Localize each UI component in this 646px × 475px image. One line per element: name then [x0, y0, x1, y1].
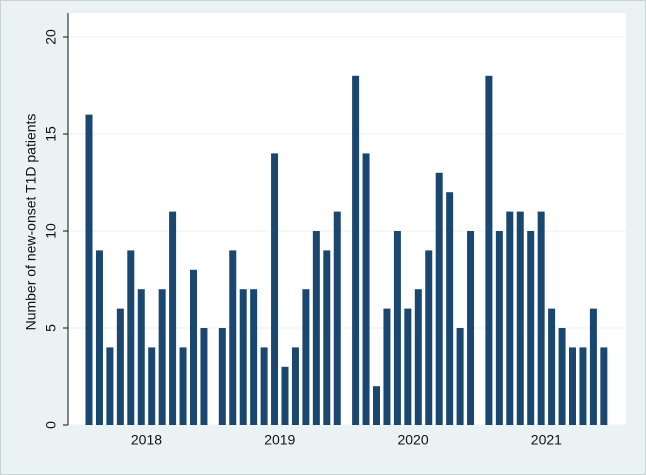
bar [312, 231, 320, 425]
bar [373, 386, 380, 425]
bar [506, 211, 514, 425]
bar [548, 308, 556, 425]
bar [229, 250, 237, 425]
bar [600, 347, 608, 425]
bar [127, 250, 135, 425]
bar [527, 231, 535, 425]
bar [323, 250, 331, 425]
bar [239, 289, 247, 425]
x-group-label: 2018 [131, 432, 162, 448]
bar [485, 75, 493, 426]
bar [425, 250, 433, 425]
bar [291, 347, 299, 425]
bar [435, 172, 443, 425]
bar [456, 328, 464, 425]
x-group-label: 2021 [531, 432, 562, 448]
bar [281, 366, 289, 425]
bar [200, 328, 208, 425]
bar [137, 289, 145, 425]
bar [393, 231, 401, 425]
bar [446, 192, 454, 425]
bar [579, 347, 587, 425]
bar [569, 347, 576, 425]
bar [85, 114, 93, 425]
bar [169, 211, 177, 425]
bar [383, 308, 391, 425]
bar [271, 153, 279, 425]
bar [218, 328, 226, 425]
x-group-label: 2020 [397, 432, 428, 448]
y-tick-label: 10 [43, 223, 59, 239]
bar [495, 231, 503, 425]
bar [179, 347, 187, 425]
bar [260, 347, 268, 425]
x-group-label: 2019 [264, 432, 295, 448]
bar [558, 328, 566, 425]
bar [362, 153, 370, 425]
bar [467, 231, 475, 425]
y-axis-label: Number of new-onset T1D patients [23, 114, 39, 331]
bar [589, 308, 597, 425]
bar [106, 347, 114, 425]
bar [116, 308, 124, 425]
bar [95, 250, 103, 425]
bar [352, 75, 360, 426]
bar [404, 308, 412, 425]
y-tick-label: 0 [43, 421, 59, 429]
bar [148, 347, 156, 425]
y-tick-label: 20 [43, 29, 59, 45]
bar [333, 211, 341, 425]
bar [414, 289, 422, 425]
y-tick-label: 15 [43, 126, 59, 142]
bar [250, 289, 258, 425]
bar [190, 269, 197, 425]
bar [158, 289, 166, 425]
bar [302, 289, 310, 425]
y-tick-label: 5 [43, 324, 59, 332]
bar [516, 211, 524, 425]
bar [537, 211, 545, 425]
